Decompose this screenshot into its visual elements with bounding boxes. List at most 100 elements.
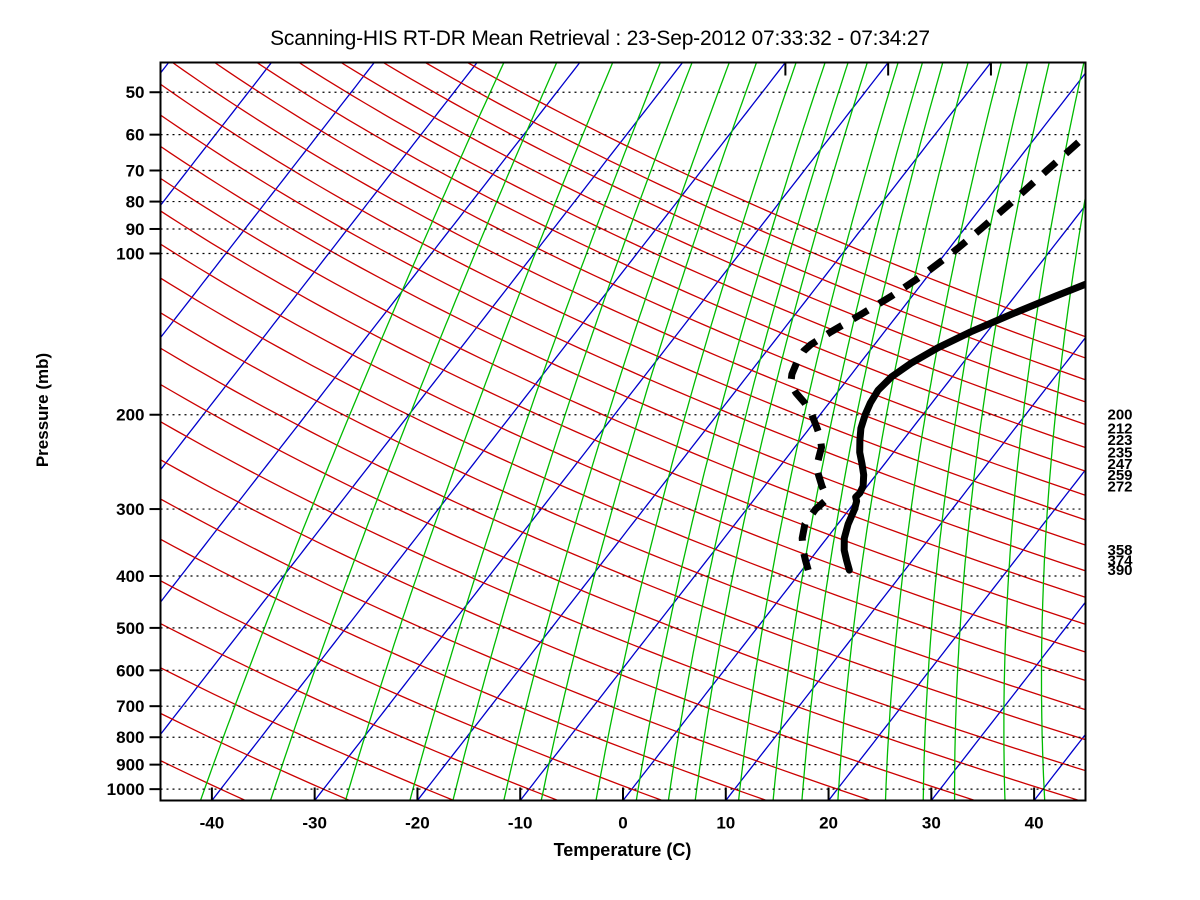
mixing-ratio-line xyxy=(199,62,505,801)
y-axis-tick-label: 400 xyxy=(116,567,144,586)
y-axis-tick-label: 60 xyxy=(126,126,145,145)
isotherm-line xyxy=(725,336,1086,801)
dry-adiabat-line xyxy=(160,459,976,801)
dry-adiabat-line xyxy=(256,62,1086,449)
mixing-ratio-line xyxy=(1003,62,1085,801)
right-axis-level-label: 247 xyxy=(1108,456,1133,473)
dry-adiabat-line xyxy=(160,420,1080,801)
mixing-ratio-line xyxy=(269,62,558,801)
dry-adiabat-line xyxy=(340,62,1086,403)
mixing-ratio-line xyxy=(1040,192,1086,801)
isotherm-line xyxy=(416,62,992,801)
x-axis-tick-label: -40 xyxy=(200,814,225,833)
x-axis-tick-label: 10 xyxy=(716,814,735,833)
mixing-ratio-line xyxy=(922,62,1029,801)
mixing-ratio-line xyxy=(953,62,1050,801)
mixing-ratio-line xyxy=(884,62,1002,801)
isotherm-line xyxy=(160,62,273,207)
isotherm-line xyxy=(160,62,375,339)
mixing-ratio-line xyxy=(667,62,849,801)
page-title: Scanning-HIS RT-DR Mean Retrieval : 23-S… xyxy=(270,27,930,50)
right-axis-level-label: 235 xyxy=(1108,444,1133,461)
dry-adiabat-line xyxy=(298,62,1086,426)
isotherm-line xyxy=(211,62,787,801)
y-axis-tick-label: 100 xyxy=(116,244,144,263)
dry-adiabat-line xyxy=(160,622,559,801)
x-axis-tick-label: -10 xyxy=(508,814,533,833)
dry-adiabat-line xyxy=(160,311,1086,711)
mixing-ratio-line xyxy=(801,62,944,801)
y-axis-tick-label: 700 xyxy=(116,697,144,716)
x-axis-tick-label: 0 xyxy=(618,814,627,833)
temperature-profile-line xyxy=(840,280,1086,574)
mixing-ratio-line xyxy=(452,62,693,801)
dry-adiabat-line xyxy=(0,63,141,801)
x-axis-tick-label: -20 xyxy=(405,814,430,833)
axis-group: 1000900800700600500400300200100908070605… xyxy=(107,62,1134,833)
profile-group xyxy=(787,131,1086,574)
mixing-ratio-line xyxy=(837,62,969,801)
y-axis-tick-label: 50 xyxy=(126,83,145,102)
plot-frame xyxy=(159,61,1087,802)
mixing-ratio-line xyxy=(344,62,614,801)
dry-adiabat-line xyxy=(160,210,1086,625)
isotherm-line xyxy=(314,62,889,801)
y-axis-label: Pressure (mb) xyxy=(33,352,52,468)
dry-adiabat-line xyxy=(171,62,1086,496)
dry-adiabat-line xyxy=(0,63,37,801)
right-axis-level-label: 390 xyxy=(1108,562,1133,579)
dry-adiabat-line xyxy=(160,538,768,801)
isotherm-line xyxy=(160,62,581,604)
right-axis-level-label: 374 xyxy=(1108,552,1134,569)
y-axis-tick-label: 80 xyxy=(126,193,145,212)
dry-adiabat-line xyxy=(160,114,1086,546)
y-axis-tick-label: 1000 xyxy=(107,780,145,799)
x-axis-tick-label: 20 xyxy=(819,814,838,833)
y-axis-tick-label: 900 xyxy=(116,756,144,775)
dry-adiabat-line xyxy=(160,666,455,801)
dry-adiabat-line xyxy=(424,62,1086,359)
dry-adiabat-line xyxy=(213,62,1086,472)
y-axis-tick-label: 300 xyxy=(116,500,144,519)
y-axis-tick-label: 70 xyxy=(126,162,145,181)
mixing-ratio-line xyxy=(409,62,662,801)
dry-adiabat-line xyxy=(160,177,1086,598)
right-axis-level-label: 358 xyxy=(1108,542,1133,559)
isotherm-line xyxy=(827,468,1086,801)
isotherm-line xyxy=(519,71,1086,801)
dry-adiabat-line xyxy=(466,62,1086,338)
right-axis-level-label: 272 xyxy=(1108,478,1133,495)
y-axis-tick-label: 600 xyxy=(116,661,144,680)
mixing-ratio-line xyxy=(595,62,797,801)
right-axis-level-label: 259 xyxy=(1108,467,1133,484)
isotherm-line xyxy=(160,62,478,471)
isotherm-line xyxy=(160,62,684,736)
mixing-ratio-line xyxy=(635,62,826,801)
right-axis-level-label: 223 xyxy=(1108,432,1133,449)
y-axis-tick-label: 800 xyxy=(116,728,144,747)
mixing-ratio-line xyxy=(772,62,924,801)
dewpoint-profile-line xyxy=(787,131,1086,572)
mixing-ratio-line xyxy=(540,62,758,801)
x-axis-label: Temperature (C) xyxy=(553,840,692,860)
dry-adiabat-line xyxy=(160,83,1086,521)
mixing-ratio-line xyxy=(503,62,730,801)
y-axis-tick-label: 200 xyxy=(116,406,144,425)
dry-adiabat-line xyxy=(160,383,1086,772)
y-axis-tick-label: 500 xyxy=(116,619,144,638)
x-axis-tick-label: -30 xyxy=(302,814,327,833)
right-axis-level-label: 212 xyxy=(1108,420,1133,437)
y-axis-tick-label: 90 xyxy=(126,220,145,239)
dry-adiabat-line xyxy=(160,277,1086,682)
right-axis-level-label: 200 xyxy=(1108,407,1133,424)
dry-adiabat-line xyxy=(160,347,1086,741)
dry-adiabat-line xyxy=(160,243,1086,653)
dry-adiabat-line xyxy=(160,145,1086,572)
background-lines-group xyxy=(0,62,1200,801)
dry-adiabat-line xyxy=(160,580,664,801)
x-axis-tick-label: 30 xyxy=(922,814,941,833)
mixing-ratio-line xyxy=(737,62,899,801)
isotherm-line xyxy=(1137,63,1200,801)
